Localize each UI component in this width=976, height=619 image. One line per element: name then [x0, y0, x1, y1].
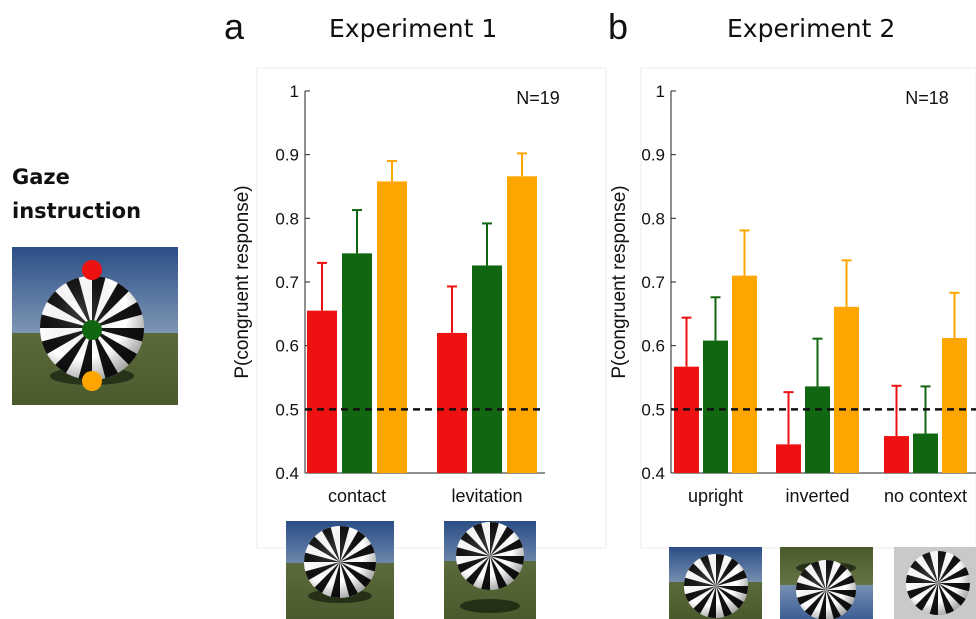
y-tick-label: 0.7	[641, 273, 665, 292]
panel-b-frame	[640, 67, 976, 549]
x-tick-label: levitation	[451, 486, 522, 506]
panel-b-title: Experiment 2	[727, 14, 896, 43]
bar	[805, 386, 830, 473]
y-tick-label: 1	[290, 82, 299, 101]
panel-b-n-label: N=18	[905, 88, 949, 108]
ball-shading	[906, 551, 970, 615]
y-tick-label: 0.4	[275, 464, 299, 483]
ball-shading	[304, 526, 376, 598]
y-tick-label: 0.4	[641, 464, 665, 483]
gaze-marker-top	[82, 260, 102, 280]
y-tick-label: 0.6	[275, 337, 299, 356]
striped-ball	[456, 522, 524, 590]
bar	[776, 444, 801, 473]
x-tick-label: no context	[884, 486, 967, 506]
bar	[942, 338, 967, 473]
striped-ball	[304, 526, 376, 598]
y-tick-label: 0.5	[641, 400, 665, 419]
y-tick-label: 0.5	[275, 400, 299, 419]
y-tick-label: 0.8	[275, 209, 299, 228]
panel-a-letter: a	[224, 6, 245, 47]
y-tick-label: 0.8	[641, 209, 665, 228]
bar	[472, 265, 502, 473]
bar	[307, 310, 337, 473]
chart-experiment-2: 0.4 0.5 0.6 0.7 0.8 0.9 1 P(congruent response)…	[609, 82, 976, 506]
y-tick-label: 1	[656, 82, 665, 101]
x-tick-label: contact	[328, 486, 386, 506]
gaze-instruction-line-1: Gaze	[12, 165, 70, 189]
panel-a-n-label: N=19	[516, 88, 560, 108]
x-tick-label: inverted	[785, 486, 849, 506]
bar	[732, 275, 757, 473]
gaze-marker-center	[82, 320, 102, 340]
panel-b-letter: b	[608, 6, 629, 47]
y-axis-label: P(congruent response)	[609, 185, 630, 378]
stimulus-thumb-contact	[286, 521, 394, 619]
stimulus-thumb-no-context	[894, 547, 976, 619]
stimulus-thumb-levitation	[444, 521, 536, 619]
bar	[834, 306, 859, 473]
y-tick-label: 0.9	[641, 146, 665, 165]
ball-shading	[796, 560, 856, 619]
x-tick-label: upright	[688, 486, 743, 506]
striped-ball	[906, 551, 970, 615]
y-tick-label: 0.6	[641, 337, 665, 356]
bar	[703, 340, 728, 473]
striped-ball	[796, 560, 856, 619]
y-tick-label: 0.9	[275, 146, 299, 165]
gaze-marker-bottom	[82, 371, 102, 391]
ball-shading	[456, 522, 524, 590]
stimulus-thumb-inverted	[780, 547, 873, 619]
bar	[674, 366, 699, 473]
gaze-instruction-line-2: instruction	[12, 199, 142, 223]
panel-a-frame	[256, 67, 607, 549]
stimulus-thumb-upright	[669, 547, 762, 619]
bar	[437, 332, 467, 473]
gaze-instruction-title: Gaze instruction	[12, 160, 141, 228]
bar	[377, 181, 407, 473]
bar	[342, 253, 372, 473]
gaze-instruction-picture	[12, 247, 178, 405]
panel-a-title: Experiment 1	[329, 14, 498, 43]
striped-ball	[684, 554, 748, 618]
bar	[884, 436, 909, 473]
y-tick-label: 0.7	[275, 273, 299, 292]
bar	[913, 433, 938, 473]
ball-shading	[684, 554, 748, 618]
chart-experiment-1: 0.4 0.5 0.6 0.7 0.8 0.9 1 P(congruent response)…	[232, 82, 545, 506]
y-axis-label: P(congruent response)	[232, 185, 253, 378]
bar	[507, 176, 537, 473]
